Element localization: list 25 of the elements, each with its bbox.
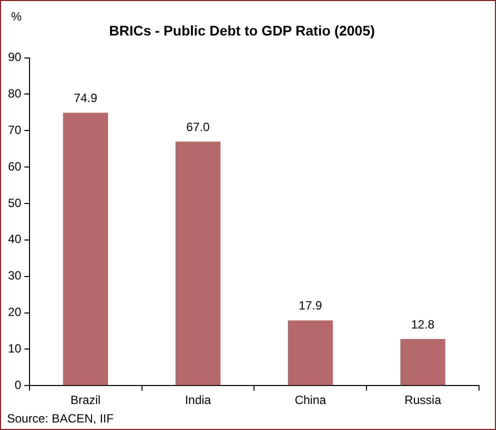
y-tick-label: 30	[8, 268, 22, 283]
x-tick-label: Russia	[404, 393, 442, 408]
chart-title: BRICs - Public Debt to GDP Ratio (2005)	[109, 22, 375, 38]
source-note: Source: BACEN, IIF	[7, 411, 114, 426]
y-tick-label: 80	[8, 86, 22, 101]
y-tick-label: 0	[14, 378, 22, 392]
x-tick-label: India	[184, 393, 212, 408]
y-tick-label: 50	[8, 196, 22, 210]
x-tick-label: Brazil	[70, 393, 101, 408]
data-label: 74.9	[74, 91, 98, 106]
bar	[175, 142, 220, 386]
y-tick-label: 60	[8, 159, 22, 174]
y-axis-title: %	[11, 9, 22, 24]
y-tick-label: 20	[8, 305, 22, 320]
y-tick-label: 70	[8, 122, 22, 137]
x-tick-label: China	[294, 393, 326, 408]
data-label: 12.8	[411, 317, 435, 332]
y-tick-label: 40	[8, 232, 22, 246]
y-tick-label: 10	[8, 341, 22, 356]
data-label: 67.0	[186, 120, 210, 134]
bar	[288, 320, 333, 386]
bar	[63, 112, 108, 386]
y-tick-label: 90	[8, 50, 22, 64]
data-label: 17.9	[298, 298, 322, 313]
bar	[400, 338, 446, 386]
